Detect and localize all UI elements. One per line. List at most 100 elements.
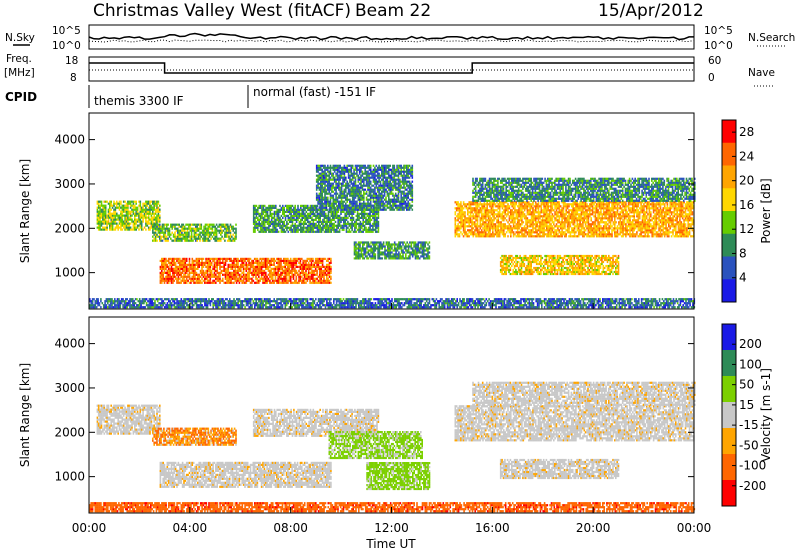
heatmap-cell	[204, 239, 207, 242]
heatmap-cell	[219, 257, 221, 260]
heatmap-cell	[242, 269, 245, 272]
heatmap-cell	[340, 198, 343, 201]
heatmap-cell	[309, 224, 312, 227]
heatmap-cell	[325, 196, 328, 199]
heatmap-cell	[464, 217, 466, 220]
heatmap-cell	[288, 273, 291, 276]
heatmap-cell	[310, 277, 313, 280]
heatmap-cell	[274, 275, 277, 278]
heatmap-cell	[288, 275, 291, 278]
heatmap-cell	[277, 263, 279, 266]
heatmap-cell	[135, 220, 137, 223]
heatmap-cell	[163, 281, 166, 284]
heatmap-cell	[341, 218, 344, 221]
heatmap-cell	[311, 204, 313, 207]
heatmap-cell	[266, 220, 269, 223]
heatmap-cell	[242, 279, 245, 282]
heatmap-cell	[159, 227, 161, 230]
heatmap-cell	[330, 281, 332, 284]
heatmap-cell	[204, 261, 206, 264]
heatmap-cell	[370, 230, 373, 233]
heatmap-cell	[367, 200, 369, 203]
heatmap-cell	[333, 224, 335, 227]
heatmap-cell	[396, 188, 398, 191]
heatmap-cell	[411, 168, 414, 171]
nsky-tick-top: 10^5	[52, 25, 81, 37]
heatmap-cell	[120, 214, 122, 217]
heatmap-cell	[294, 259, 296, 262]
heatmap-cell	[423, 249, 425, 252]
heatmap-cell	[201, 229, 204, 232]
heatmap-cell	[321, 204, 323, 207]
heatmap-cell	[355, 241, 357, 244]
heatmap-cell	[414, 255, 417, 258]
heatmap-cell	[195, 261, 198, 264]
heatmap-cell	[291, 275, 293, 278]
heatmap-cell	[455, 225, 458, 228]
heatmap-cell	[277, 224, 280, 227]
heatmap-cell	[390, 204, 393, 207]
heatmap-cell	[307, 275, 310, 278]
heatmap-cell	[287, 216, 290, 219]
heatmap-cell	[162, 265, 164, 268]
heatmap-cell	[309, 267, 311, 270]
heatmap-cell	[332, 190, 335, 193]
heatmap-cell	[411, 198, 414, 201]
heatmap-cell	[331, 216, 334, 219]
heatmap-cell	[280, 214, 283, 217]
heatmap-cell	[172, 271, 174, 274]
heatmap-cell	[153, 231, 155, 234]
heatmap-cell	[401, 182, 404, 185]
heatmap-cell	[304, 206, 306, 209]
heatmap-cell	[324, 216, 327, 219]
heatmap-cell	[268, 220, 270, 223]
heatmap-cell	[302, 228, 305, 231]
heatmap-cell	[382, 172, 384, 175]
heatmap-cell	[172, 235, 175, 238]
heatmap-cell	[397, 180, 400, 183]
heatmap-cell	[327, 265, 329, 268]
heatmap-cell	[276, 279, 278, 282]
heatmap-cell	[340, 188, 343, 191]
heatmap-cell	[183, 233, 186, 236]
heatmap-cell	[102, 206, 104, 209]
heatmap-cell	[369, 188, 372, 191]
heatmap-cell	[408, 164, 411, 167]
heatmap-cell	[170, 223, 172, 226]
heatmap-cell	[308, 230, 310, 233]
heatmap-cell	[317, 186, 319, 189]
heatmap-cell	[378, 247, 381, 250]
heatmap-cell	[457, 215, 459, 218]
heatmap-cell	[410, 192, 412, 195]
heatmap-cell	[370, 210, 373, 213]
heatmap-cell	[228, 237, 230, 240]
heatmap-cell	[149, 202, 151, 205]
heatmap-cell	[298, 222, 301, 225]
heatmap-cell	[405, 257, 407, 260]
heatmap-cell	[363, 164, 365, 167]
heatmap-cell	[309, 275, 311, 278]
heatmap-cell	[374, 210, 377, 213]
heatmap-cell	[398, 255, 400, 258]
heatmap-cell	[286, 228, 288, 231]
heatmap-cell	[336, 226, 338, 229]
heatmap-cell	[374, 182, 376, 185]
heatmap-cell	[375, 178, 378, 181]
heatmap-cell	[252, 267, 255, 270]
heatmap-cell	[382, 184, 384, 187]
heatmap-cell	[183, 235, 186, 238]
heatmap-cell	[280, 271, 282, 274]
heatmap-cell	[116, 218, 118, 221]
heatmap-cell	[124, 224, 126, 227]
heatmap-cell	[104, 220, 107, 223]
heatmap-cell	[261, 212, 263, 215]
heatmap-cell	[150, 218, 153, 221]
heatmap-cell	[249, 281, 252, 284]
heatmap-cell	[369, 182, 372, 185]
heatmap-cell	[345, 206, 347, 209]
heatmap-cell	[221, 235, 223, 238]
heatmap-cell	[369, 216, 371, 219]
heatmap-cell	[316, 261, 318, 264]
heatmap-cell	[347, 230, 349, 233]
heatmap-cell	[380, 257, 382, 260]
